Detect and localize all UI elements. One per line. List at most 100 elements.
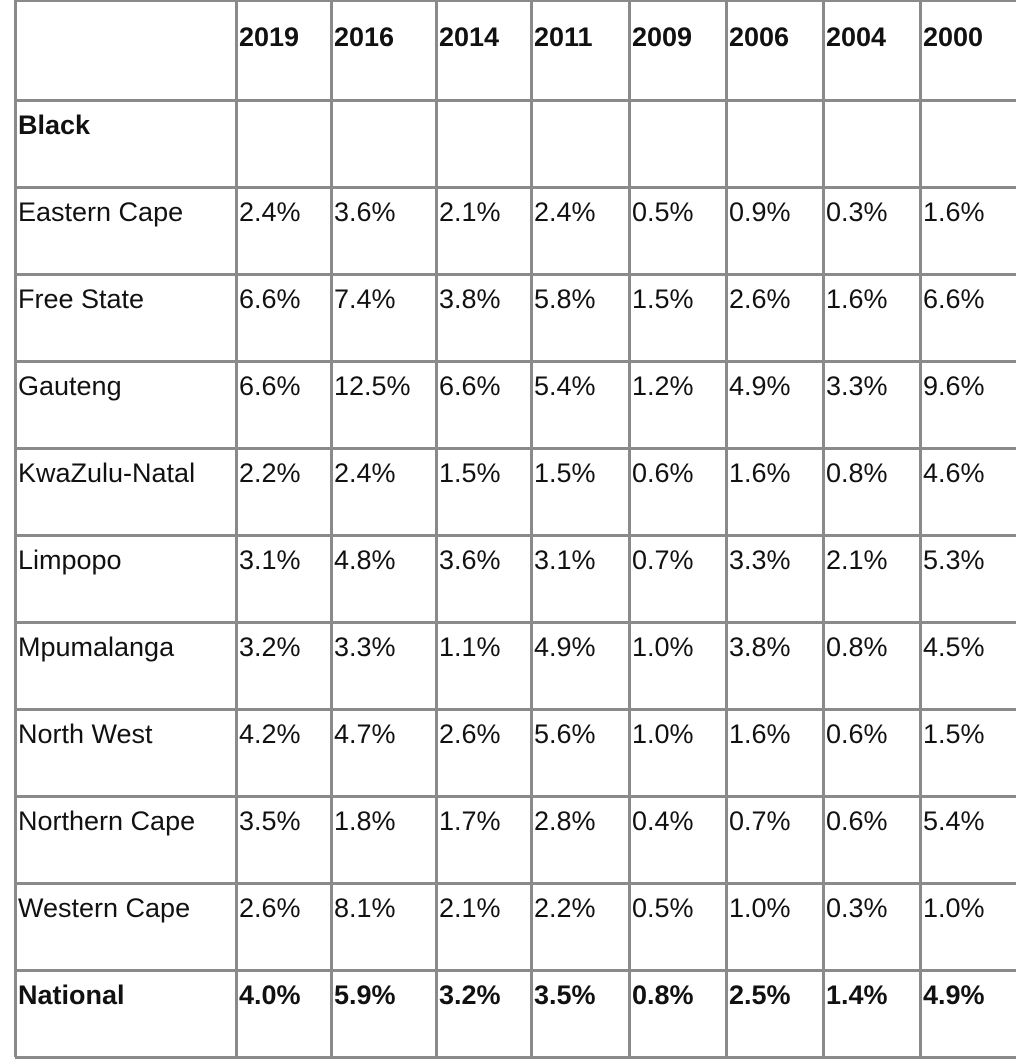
table-cell: 4.9% [729,371,791,401]
row-border [15,1056,1016,1059]
column-border [435,0,438,1057]
table-cell: 0.3% [826,893,888,923]
table-cell: 0.9% [729,197,791,227]
table-cell: 2.6% [439,719,501,749]
table-cell: 2.5% [729,980,791,1010]
table-cell: 0.5% [632,893,694,923]
column-header: 2016 [334,22,395,52]
table-cell: 4.7% [334,719,396,749]
table-cell: 1.5% [923,719,985,749]
table-cell: 1.5% [534,458,596,488]
table-cell: 3.1% [534,545,596,575]
table-cell: 2.8% [534,806,596,836]
table-cell: 5.4% [923,806,985,836]
table-cell: 0.6% [826,719,888,749]
table-cell: 1.7% [439,806,501,836]
table-cell: 4.2% [239,719,301,749]
table-cell: 1.4% [826,980,888,1010]
table-cell: 3.3% [334,632,396,662]
table-cell: 5.3% [923,545,985,575]
row-label: Black [18,110,91,140]
column-header: 2004 [826,22,887,52]
row-border [15,186,1016,189]
row-border [15,708,1016,711]
table-cell: 7.4% [334,284,396,314]
column-border [235,0,238,1057]
row-border [15,273,1016,276]
column-header: 2006 [729,22,790,52]
table-cell: 0.7% [632,545,694,575]
row-label: Northern Cape [18,806,196,836]
column-border [330,0,333,1057]
table-cell: 6.6% [439,371,501,401]
table-cell: 0.3% [826,197,888,227]
table-cell: 2.4% [534,197,596,227]
row-label: Eastern Cape [18,197,184,227]
column-border [14,0,17,1057]
row-label: KwaZulu-Natal [18,458,196,488]
table-cell: 1.0% [632,719,694,749]
table-cell: 3.6% [439,545,501,575]
table-cell: 0.6% [826,806,888,836]
column-border [822,0,825,1057]
table-cell: 3.3% [729,545,791,575]
row-label: National [18,980,125,1010]
table-cell: 2.1% [826,545,888,575]
table-cell: 0.8% [632,980,694,1010]
table-cell: 1.8% [334,806,396,836]
table-cell: 3.8% [729,632,791,662]
table-cell: 3.3% [826,371,888,401]
table-cell: 5.9% [334,980,396,1010]
table-cell: 9.6% [923,371,985,401]
row-label: Mpumalanga [18,632,175,662]
column-header: 2011 [534,22,593,52]
row-border [15,795,1016,798]
table-cell: 1.6% [826,284,888,314]
column-header: 2009 [632,22,693,52]
table-cell: 3.2% [239,632,301,662]
row-label: Free State [18,284,145,314]
table-cell: 1.0% [729,893,791,923]
table-cell: 2.2% [534,893,596,923]
table-cell: 1.5% [632,284,694,314]
table-cell: 0.6% [632,458,694,488]
column-border [919,0,922,1057]
table-cell: 2.1% [439,893,501,923]
table-cell: 2.6% [239,893,301,923]
row-border [15,99,1016,102]
table-cell: 1.5% [439,458,501,488]
table-cell: 3.5% [239,806,301,836]
table-cell: 4.0% [239,980,301,1010]
table-cell: 1.2% [632,371,694,401]
row-label: Limpopo [18,545,122,575]
row-label: Gauteng [18,371,122,401]
table-cell: 5.6% [534,719,596,749]
row-border [15,447,1016,450]
table-cell: 2.4% [239,197,301,227]
table-cell: 1.0% [632,632,694,662]
table-cell: 0.5% [632,197,694,227]
table-cell: 8.1% [334,893,396,923]
row-border [15,534,1016,537]
table-cell: 2.1% [439,197,501,227]
table-cell: 3.1% [239,545,301,575]
table-cell: 2.6% [729,284,791,314]
table-cell: 6.6% [239,371,301,401]
row-border [15,621,1016,624]
row-border [15,360,1016,363]
table-cell: 4.5% [923,632,985,662]
row-label: Western Cape [18,893,191,923]
table-cell: 2.2% [239,458,301,488]
table-cell: 1.6% [729,719,791,749]
table-cell: 4.9% [923,980,985,1010]
table-cell: 0.8% [826,458,888,488]
table-cell: 0.4% [632,806,694,836]
column-header: 2014 [439,22,500,52]
table-cell: 12.5% [334,371,411,401]
row-border [15,882,1016,885]
table-cell: 3.6% [334,197,396,227]
row-border [15,0,1016,2]
table-cell: 1.1% [439,632,501,662]
column-header: 2019 [239,22,300,52]
